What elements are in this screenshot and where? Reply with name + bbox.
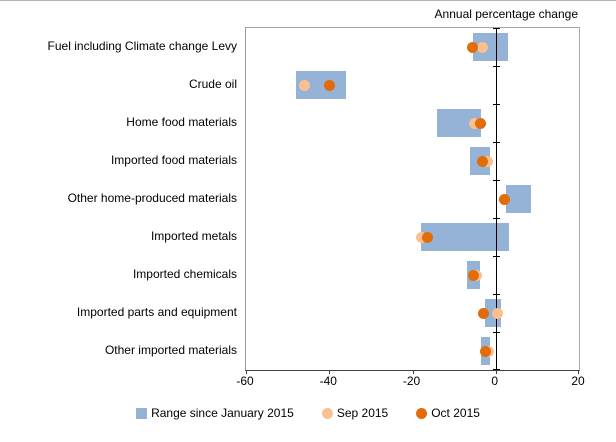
category-axis-tick <box>492 256 500 257</box>
oct-2015-dot <box>498 193 510 205</box>
category-label: Imported parts and equipment <box>76 305 237 319</box>
oct-2015-dot <box>467 41 479 53</box>
legend-label-range: Range since January 2015 <box>151 406 294 420</box>
category-axis-tick <box>492 294 500 295</box>
oct-2015-dot <box>468 269 480 281</box>
category-label: Crude oil <box>188 77 237 91</box>
category-label: Home food materials <box>126 115 237 129</box>
oct-2015-dot <box>475 117 487 129</box>
legend-item-sep-2015: Sep 2015 <box>321 406 389 420</box>
x-tick-label: -60 <box>236 374 254 388</box>
legend-item-range: Range since January 2015 <box>136 406 294 420</box>
oct-2015-dot <box>323 79 335 91</box>
oct-2015-dot <box>477 155 489 167</box>
category-label: Imported food materials <box>110 153 237 167</box>
sep-2015-dot <box>476 41 488 53</box>
category-axis-tick <box>492 28 500 29</box>
sep-2015-dot <box>416 231 428 243</box>
legend-item-oct-2015: Oct 2015 <box>416 406 480 420</box>
x-axis-tick <box>412 370 414 374</box>
legend-label-sep-2015: Sep 2015 <box>336 406 389 420</box>
category-label: Other imported materials <box>104 343 237 357</box>
x-axis-tick <box>246 370 247 374</box>
legend: Range since January 2015 Sep 2015 Oct 20… <box>0 406 616 420</box>
category-label: Fuel including Climate change Levy <box>47 39 237 53</box>
x-axis-labels: -60 -40 -20 0 20 <box>0 374 616 390</box>
x-axis-tick <box>329 370 331 374</box>
category-axis-tick <box>492 104 500 105</box>
category-axis-tick <box>492 369 500 370</box>
oct-2015-dot <box>480 345 492 357</box>
sep-2015-dot <box>298 79 310 91</box>
plot-area <box>245 27 580 374</box>
oct-2015-dot <box>477 307 489 319</box>
sep-2015-dot <box>469 117 481 129</box>
category-axis-tick <box>492 332 500 333</box>
range-swatch-icon <box>136 407 148 419</box>
range-bar <box>420 223 510 251</box>
legend-label-oct-2015: Oct 2015 <box>431 406 480 420</box>
chart-title: Annual percentage change <box>434 7 578 21</box>
category-axis-labels: Fuel including Climate change Levy Crude … <box>0 27 237 369</box>
category-axis-tick <box>492 142 500 143</box>
category-axis-tick <box>492 66 500 67</box>
oct-dot-icon <box>416 407 428 419</box>
x-axis-tick <box>495 370 497 374</box>
category-axis-tick <box>492 180 500 181</box>
oct-2015-dot <box>422 231 434 243</box>
category-axis-tick <box>492 218 500 219</box>
x-tick-label: 20 <box>571 374 585 388</box>
sep-2015-dot <box>492 307 504 319</box>
x-axis-tick <box>578 370 579 374</box>
sep-dot-icon <box>321 407 333 419</box>
category-label: Imported metals <box>150 229 237 243</box>
x-tick-label: -20 <box>402 374 421 388</box>
range-bar <box>506 185 532 213</box>
zero-axis-line <box>495 28 497 370</box>
x-tick-label: -40 <box>319 374 337 388</box>
category-label: Other home-produced materials <box>67 191 237 205</box>
category-label: Imported chemicals <box>132 267 237 281</box>
x-tick-label: 0 <box>491 374 499 388</box>
